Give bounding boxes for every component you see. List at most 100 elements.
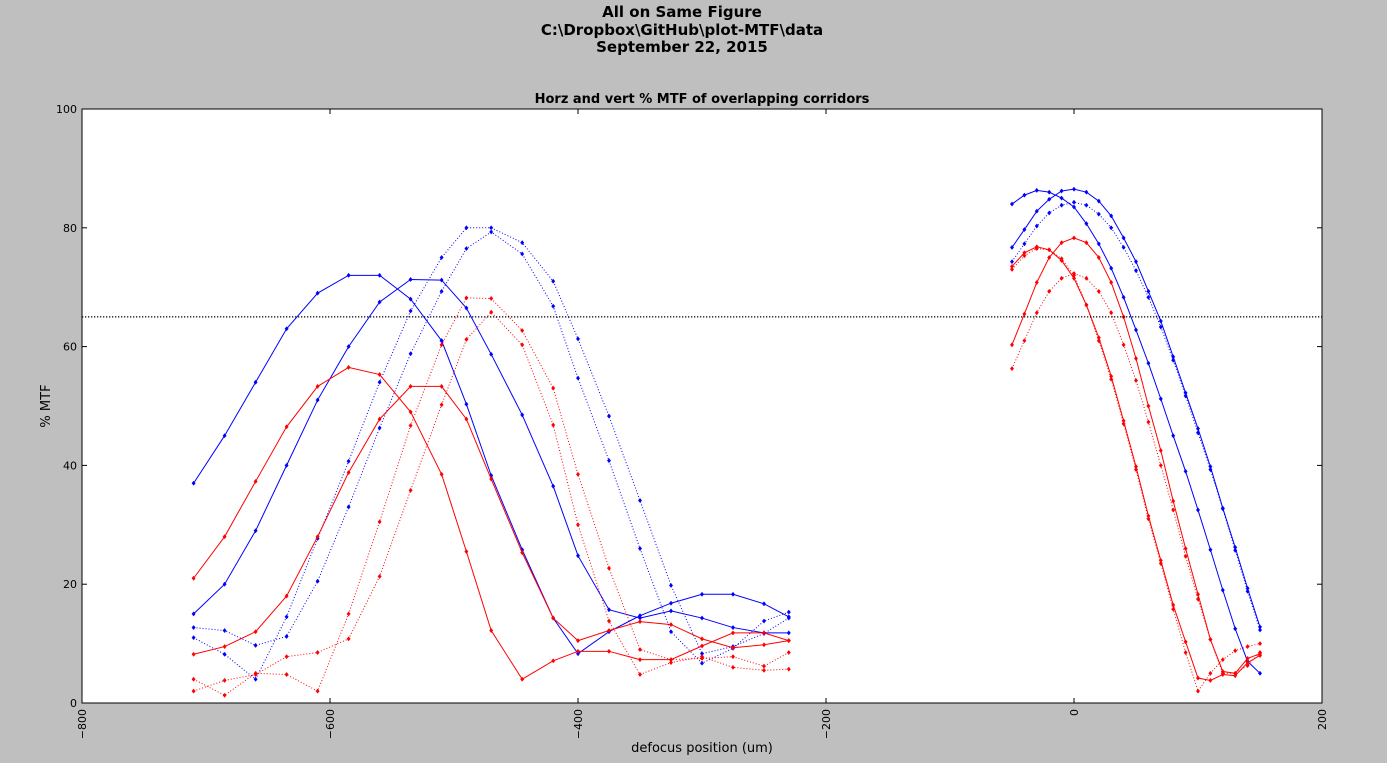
data-point	[1071, 199, 1077, 205]
data-point	[1084, 221, 1089, 227]
data-point	[191, 480, 196, 486]
data-point	[1233, 547, 1238, 553]
data-point	[1071, 204, 1077, 210]
y-tick-label: 100	[56, 103, 77, 116]
series-6	[191, 364, 791, 682]
data-point	[346, 364, 351, 370]
y-axis-label: % MTF	[39, 384, 54, 427]
data-point	[1121, 244, 1126, 250]
series-4	[191, 229, 791, 666]
data-point	[551, 615, 556, 621]
data-point	[575, 553, 581, 559]
data-point	[439, 402, 444, 408]
data-point	[606, 618, 612, 624]
data-point	[1121, 235, 1126, 241]
data-point	[191, 575, 196, 581]
data-point	[1084, 302, 1089, 308]
data-point	[551, 303, 556, 309]
data-point	[551, 483, 556, 489]
data-point	[1208, 670, 1213, 676]
data-point	[1059, 275, 1064, 281]
data-point	[1257, 670, 1263, 676]
data-point	[520, 240, 525, 246]
data-point	[191, 688, 196, 694]
data-point	[1121, 294, 1126, 300]
data-point	[222, 651, 227, 657]
data-point	[1034, 279, 1039, 285]
data-point	[1096, 288, 1101, 294]
data-point	[191, 651, 196, 657]
data-point	[377, 573, 382, 579]
data-point	[1047, 189, 1052, 195]
plot-area	[82, 109, 1322, 703]
data-point	[1171, 357, 1176, 363]
data-point	[761, 642, 767, 648]
data-point	[1257, 641, 1263, 647]
data-point	[551, 658, 556, 664]
data-point	[1171, 507, 1176, 513]
data-point	[1034, 223, 1039, 229]
data-point	[1096, 254, 1101, 261]
data-point	[668, 608, 674, 614]
data-point	[668, 600, 674, 606]
data-point	[253, 379, 258, 385]
data-point	[1233, 626, 1238, 632]
data-point	[1084, 189, 1089, 195]
data-point	[520, 328, 525, 334]
data-point	[1096, 198, 1101, 204]
data-point	[464, 401, 469, 407]
data-point	[253, 478, 258, 484]
data-point	[606, 648, 612, 654]
data-point	[489, 628, 494, 634]
data-point	[575, 638, 581, 644]
data-point	[1059, 195, 1064, 201]
data-point	[346, 272, 351, 278]
data-point	[284, 654, 289, 660]
data-point	[439, 254, 444, 261]
data-point	[284, 671, 289, 678]
data-point	[1034, 246, 1039, 252]
data-point	[606, 458, 612, 464]
data-point	[489, 225, 494, 231]
data-point	[1158, 448, 1163, 454]
data-point	[377, 272, 382, 278]
data-point	[315, 649, 320, 656]
data-point	[761, 618, 767, 624]
data-point	[464, 225, 469, 231]
data-point	[253, 629, 258, 635]
data-point	[761, 630, 767, 636]
chart-title: Horz and vert % MTF of overlapping corri…	[535, 92, 870, 107]
series-15	[1009, 246, 1263, 694]
data-point	[489, 229, 494, 235]
data-point	[520, 550, 525, 556]
data-point	[1195, 591, 1201, 597]
data-point	[1109, 265, 1114, 271]
data-point	[222, 644, 227, 650]
data-point	[1183, 639, 1188, 645]
data-point	[1084, 275, 1089, 281]
figure-title-line-1: All on Same Figure	[602, 3, 762, 21]
data-point	[222, 692, 227, 698]
data-point	[606, 413, 612, 419]
tick-layer: −800 −600 −400 −200 0 200 0 20 40 60 80 100	[56, 103, 1329, 739]
data-point	[253, 642, 258, 648]
data-point	[464, 246, 469, 252]
data-point	[1183, 468, 1188, 474]
data-point	[191, 611, 196, 617]
data-point	[699, 654, 705, 660]
data-point	[1133, 377, 1139, 383]
data-point	[439, 342, 444, 348]
data-point	[1071, 235, 1077, 241]
data-point	[408, 409, 413, 415]
data-point	[315, 383, 320, 389]
data-point	[284, 593, 289, 599]
data-point	[1158, 462, 1163, 468]
data-point	[1183, 393, 1188, 399]
data-point	[1133, 268, 1139, 274]
data-point	[1208, 547, 1213, 553]
data-point	[191, 635, 196, 641]
data-point	[1096, 338, 1101, 344]
data-point	[575, 522, 581, 528]
data-point	[699, 636, 705, 642]
data-point	[489, 295, 494, 302]
